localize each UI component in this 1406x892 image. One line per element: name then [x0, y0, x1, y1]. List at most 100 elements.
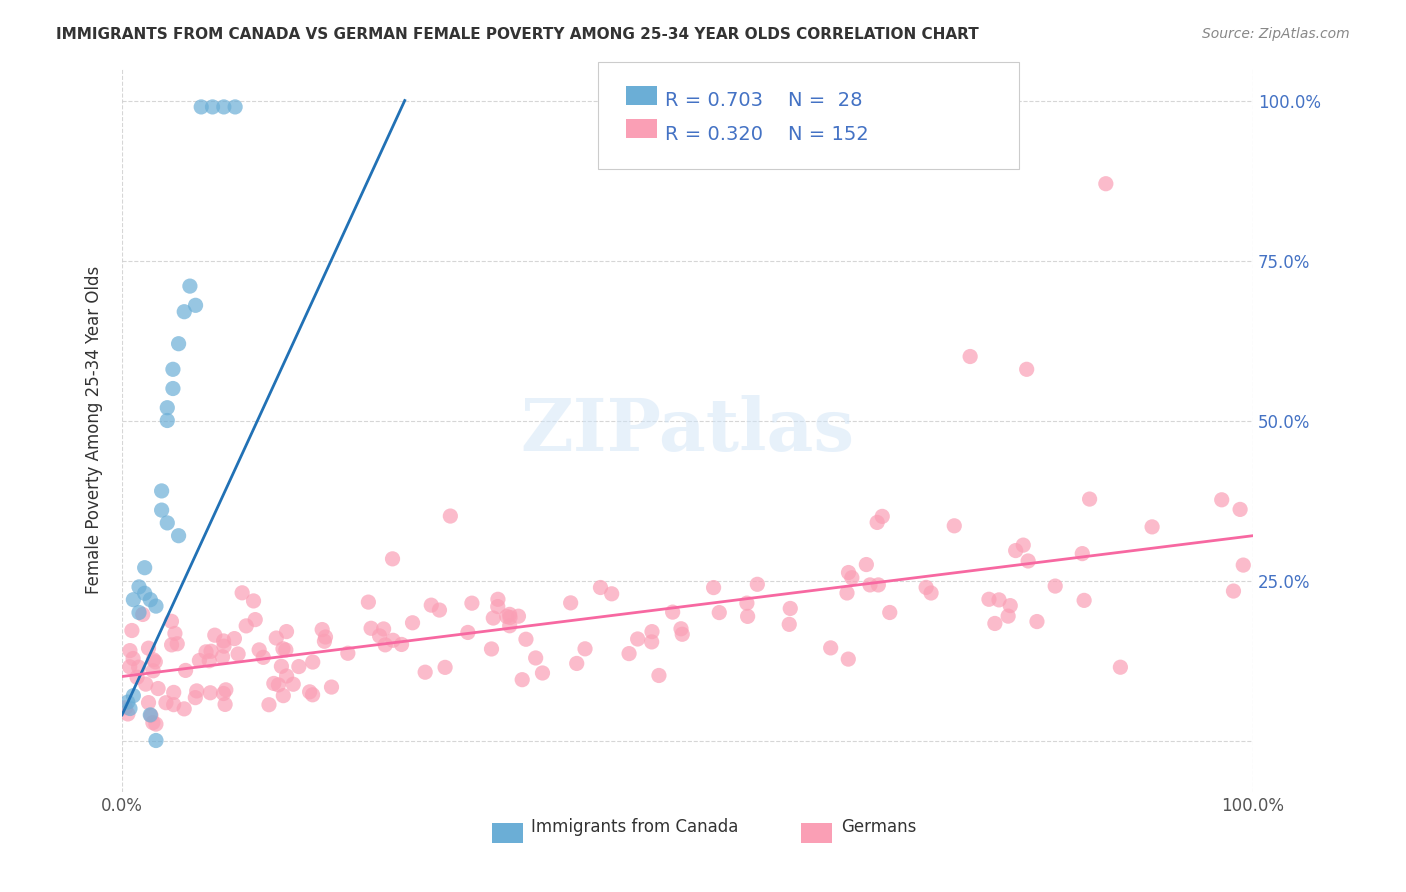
- Point: [600, 587, 623, 601]
- Point: [439, 509, 461, 524]
- Point: [195, 645, 218, 659]
- Point: [915, 581, 938, 595]
- Point: [1017, 554, 1039, 568]
- Point: [288, 659, 311, 673]
- Point: [984, 616, 1007, 631]
- Point: [482, 611, 505, 625]
- Point: [321, 680, 343, 694]
- Point: [274, 643, 297, 657]
- Point: [263, 676, 285, 690]
- Point: [747, 577, 769, 591]
- Point: [499, 610, 522, 624]
- Point: [276, 624, 298, 639]
- Point: [641, 624, 664, 639]
- Point: [173, 702, 195, 716]
- Point: [920, 586, 942, 600]
- Point: [1026, 615, 1049, 629]
- Point: [128, 580, 150, 594]
- Point: [118, 643, 141, 657]
- Point: [184, 298, 207, 312]
- Point: [134, 560, 156, 574]
- Point: [868, 578, 890, 592]
- Point: [495, 609, 517, 624]
- Point: [252, 650, 274, 665]
- Point: [156, 413, 179, 427]
- Point: [1078, 492, 1101, 507]
- Point: [150, 503, 173, 517]
- Point: [135, 677, 157, 691]
- Point: [1073, 593, 1095, 607]
- Point: [134, 586, 156, 600]
- Point: [301, 688, 323, 702]
- Point: [167, 336, 190, 351]
- Point: [1004, 543, 1026, 558]
- Point: [481, 642, 503, 657]
- Point: [257, 698, 280, 712]
- Point: [1232, 558, 1254, 573]
- Point: [163, 626, 186, 640]
- Point: [142, 664, 165, 678]
- Point: [709, 606, 731, 620]
- Point: [276, 669, 298, 683]
- Point: [1109, 660, 1132, 674]
- Point: [301, 655, 323, 669]
- Text: Germans: Germans: [841, 818, 917, 836]
- Point: [1045, 579, 1067, 593]
- Point: [166, 637, 188, 651]
- Point: [212, 639, 235, 653]
- Point: [1229, 502, 1251, 516]
- Point: [560, 596, 582, 610]
- Point: [360, 621, 382, 635]
- Point: [214, 698, 236, 712]
- Text: Immigrants from Canada: Immigrants from Canada: [531, 818, 738, 836]
- Point: [128, 606, 150, 620]
- Point: [143, 655, 166, 669]
- Point: [247, 643, 270, 657]
- Point: [336, 646, 359, 660]
- Point: [138, 696, 160, 710]
- Point: [524, 651, 547, 665]
- Point: [235, 619, 257, 633]
- Point: [224, 632, 246, 646]
- Point: [245, 613, 267, 627]
- Text: Source: ZipAtlas.com: Source: ZipAtlas.com: [1202, 27, 1350, 41]
- Point: [114, 701, 136, 715]
- Point: [212, 686, 235, 700]
- Point: [200, 686, 222, 700]
- Point: [1140, 520, 1163, 534]
- Point: [841, 571, 863, 585]
- Point: [184, 690, 207, 705]
- Point: [314, 630, 336, 644]
- Point: [661, 605, 683, 619]
- Point: [866, 516, 889, 530]
- Point: [142, 715, 165, 730]
- Point: [271, 689, 294, 703]
- Point: [420, 598, 443, 612]
- Point: [142, 653, 165, 667]
- Point: [835, 586, 858, 600]
- Point: [671, 627, 693, 641]
- Point: [270, 659, 292, 673]
- Point: [155, 696, 177, 710]
- Point: [212, 634, 235, 648]
- Point: [1211, 492, 1233, 507]
- Point: [735, 596, 758, 610]
- Point: [627, 632, 650, 646]
- Y-axis label: Female Poverty Among 25-34 Year Olds: Female Poverty Among 25-34 Year Olds: [86, 266, 103, 594]
- Point: [977, 592, 1000, 607]
- Point: [648, 668, 671, 682]
- Point: [138, 641, 160, 656]
- Point: [641, 635, 664, 649]
- Point: [589, 581, 612, 595]
- Point: [510, 673, 533, 687]
- Point: [820, 640, 842, 655]
- Point: [150, 483, 173, 498]
- Point: [855, 558, 877, 572]
- Point: [357, 595, 380, 609]
- Point: [703, 581, 725, 595]
- Point: [117, 706, 139, 721]
- Point: [121, 624, 143, 638]
- Point: [145, 733, 167, 747]
- Point: [122, 592, 145, 607]
- Point: [204, 628, 226, 642]
